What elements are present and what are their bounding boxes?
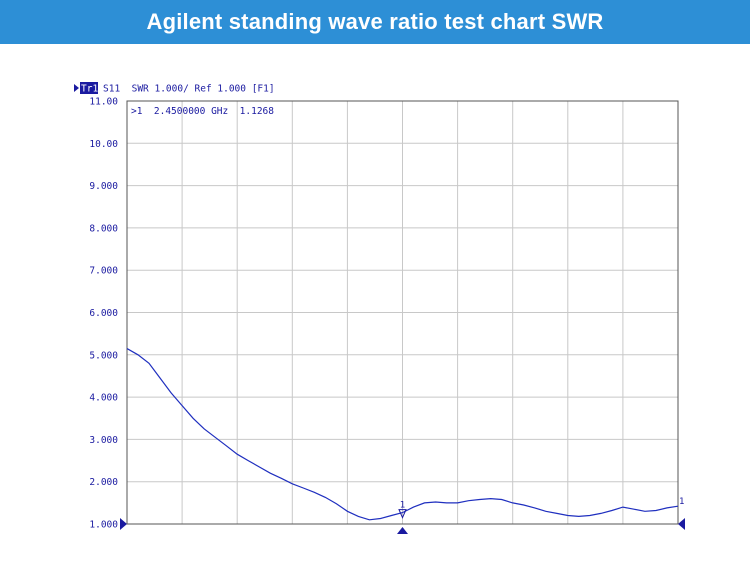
right-edge-pointer-icon[interactable] xyxy=(678,518,685,530)
y-tick-label: 2.000 xyxy=(89,477,118,488)
reference-level-pointer-icon[interactable] xyxy=(120,518,127,530)
y-tick-label: 5.000 xyxy=(89,350,118,361)
y-tick-label: 11.00 xyxy=(89,97,118,108)
banner-title: Agilent standing wave ratio test chart S… xyxy=(146,9,604,34)
y-tick-label: 9.000 xyxy=(89,181,118,192)
end-marker-label: 1 xyxy=(679,497,684,507)
y-tick-label: 8.000 xyxy=(89,223,118,234)
marker-1-label: 1 xyxy=(400,501,405,511)
marker-1-triangle-icon[interactable] xyxy=(398,509,407,519)
grid-lines xyxy=(127,101,678,524)
y-tick-labels: 11.00 10.00 9.000 8.000 7.000 6.000 5.000 4.000… xyxy=(89,97,118,531)
y-tick-label: 7.000 xyxy=(89,266,118,277)
trace-tag[interactable]: Tr1 xyxy=(81,84,98,95)
plot-frame xyxy=(126,100,679,525)
marker-readout: >1 2.4500000 GHz 1.1268 xyxy=(131,106,274,117)
marker-position-pointer-icon[interactable] xyxy=(397,527,408,534)
trace-tag-box[interactable] xyxy=(80,82,98,94)
swr-trace-line xyxy=(126,347,679,521)
y-tick-label: 10.00 xyxy=(89,139,118,150)
y-tick-label: 3.000 xyxy=(89,435,118,446)
y-tick-label: 6.000 xyxy=(89,308,118,319)
title-banner: Agilent standing wave ratio test chart S… xyxy=(0,0,750,44)
active-trace-arrow-icon[interactable] xyxy=(74,84,79,92)
y-tick-label: 4.000 xyxy=(89,393,118,404)
y-tick-label: 1.000 xyxy=(89,520,118,531)
trace-header: S11 SWR 1.000/ Ref 1.000 [F1] xyxy=(103,84,275,95)
